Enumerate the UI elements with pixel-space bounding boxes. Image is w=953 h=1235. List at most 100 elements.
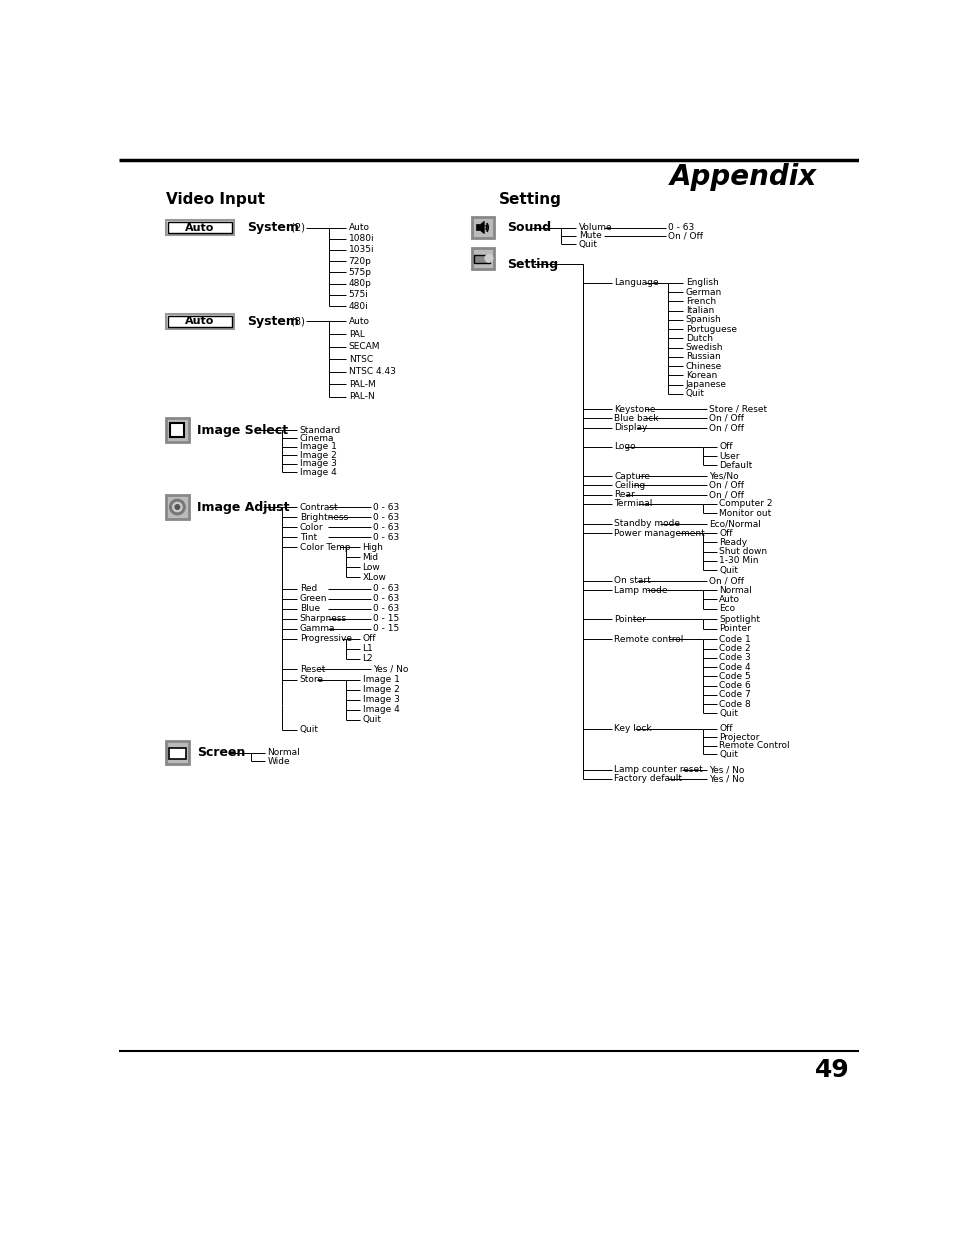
Text: 720p: 720p	[348, 257, 371, 266]
Text: Capture: Capture	[614, 472, 650, 480]
Text: (2): (2)	[288, 222, 305, 232]
FancyBboxPatch shape	[166, 495, 189, 519]
Text: Italian: Italian	[685, 306, 713, 315]
Text: On / Off: On / Off	[708, 414, 743, 422]
Text: Russian: Russian	[685, 352, 720, 362]
Circle shape	[484, 254, 493, 262]
Text: Cinema: Cinema	[299, 433, 334, 443]
Text: 49: 49	[814, 1058, 849, 1082]
Text: Auto: Auto	[719, 595, 740, 604]
Text: PAL: PAL	[348, 330, 364, 338]
Text: Blue back: Blue back	[614, 414, 659, 422]
Text: Mid: Mid	[362, 552, 378, 562]
Text: Quit: Quit	[719, 566, 738, 574]
Text: Mute: Mute	[578, 231, 601, 241]
Text: NTSC: NTSC	[348, 354, 373, 363]
Text: Code 5: Code 5	[719, 672, 750, 680]
Text: High: High	[362, 542, 383, 552]
Text: French: French	[685, 296, 715, 306]
Circle shape	[174, 505, 179, 509]
Text: Shut down: Shut down	[719, 547, 766, 556]
Text: Monitor out: Monitor out	[719, 509, 771, 517]
Polygon shape	[476, 221, 484, 233]
Text: 0 - 63: 0 - 63	[373, 513, 399, 521]
Text: Spanish: Spanish	[685, 315, 720, 325]
Text: Code 1: Code 1	[719, 635, 750, 643]
Text: Yes / No: Yes / No	[708, 774, 743, 783]
Text: Image 1: Image 1	[299, 442, 336, 452]
Text: L1: L1	[362, 645, 373, 653]
Text: Image 2: Image 2	[362, 685, 399, 694]
Text: Quit: Quit	[685, 389, 704, 399]
Text: 1-30 Min: 1-30 Min	[719, 557, 758, 566]
Text: Auto: Auto	[348, 224, 369, 232]
Text: Code 7: Code 7	[719, 690, 750, 699]
Text: On / Off: On / Off	[667, 231, 702, 241]
Text: Quit: Quit	[362, 715, 381, 724]
Text: Factory default: Factory default	[614, 774, 681, 783]
Text: Keystone: Keystone	[614, 405, 656, 414]
Text: Code 8: Code 8	[719, 700, 750, 709]
Text: Image 4: Image 4	[362, 705, 399, 714]
Text: Color Temp: Color Temp	[299, 542, 350, 552]
Text: Image 3: Image 3	[299, 459, 336, 468]
Text: Japanese: Japanese	[685, 380, 726, 389]
Text: Display: Display	[614, 424, 647, 432]
Text: Code 6: Code 6	[719, 682, 750, 690]
Text: Terminal: Terminal	[614, 499, 652, 509]
Text: Auto: Auto	[185, 316, 214, 326]
Text: Ready: Ready	[719, 538, 746, 547]
Text: Off: Off	[719, 442, 732, 452]
FancyBboxPatch shape	[166, 419, 189, 442]
Text: 480i: 480i	[348, 301, 368, 310]
Text: Remote Control: Remote Control	[719, 741, 789, 750]
Text: Normal: Normal	[719, 585, 751, 595]
FancyBboxPatch shape	[472, 247, 493, 269]
Text: Yes/No: Yes/No	[708, 472, 738, 480]
Text: 575p: 575p	[348, 268, 372, 277]
Text: Image 1: Image 1	[362, 676, 399, 684]
Text: 0 - 63: 0 - 63	[373, 532, 399, 542]
Text: Wide: Wide	[267, 757, 290, 766]
Text: Quit: Quit	[719, 709, 738, 718]
Text: English: English	[685, 278, 718, 288]
Text: Swedish: Swedish	[685, 343, 722, 352]
Text: Green: Green	[299, 594, 327, 603]
Text: 1035i: 1035i	[348, 246, 374, 254]
Text: Lamp mode: Lamp mode	[614, 585, 667, 595]
Text: PAL-N: PAL-N	[348, 393, 374, 401]
Text: 0 - 63: 0 - 63	[373, 584, 399, 593]
FancyBboxPatch shape	[166, 314, 233, 330]
Text: Image 4: Image 4	[299, 468, 336, 477]
Text: Code 4: Code 4	[719, 663, 750, 672]
Text: Store: Store	[299, 676, 323, 684]
Circle shape	[172, 503, 182, 511]
Text: User: User	[719, 452, 739, 461]
Text: Image Select: Image Select	[196, 424, 288, 436]
Text: Quit: Quit	[719, 750, 738, 758]
Text: Store / Reset: Store / Reset	[708, 405, 766, 414]
Text: Off: Off	[719, 529, 732, 537]
Text: Computer 2: Computer 2	[719, 499, 772, 509]
Text: Auto: Auto	[348, 317, 369, 326]
Text: (3): (3)	[288, 316, 305, 326]
FancyBboxPatch shape	[168, 222, 232, 233]
Text: Korean: Korean	[685, 370, 717, 380]
Text: Portuguese: Portuguese	[685, 325, 736, 333]
Text: 575i: 575i	[348, 290, 368, 299]
Text: Lamp counter reset: Lamp counter reset	[614, 766, 702, 774]
Text: Blue: Blue	[299, 604, 319, 613]
Text: Progressive: Progressive	[299, 635, 352, 643]
Text: Volume: Volume	[578, 224, 612, 232]
Text: 480p: 480p	[348, 279, 371, 288]
Text: Setting: Setting	[498, 193, 561, 207]
Text: On / Off: On / Off	[708, 490, 743, 499]
Text: Eco/Normal: Eco/Normal	[708, 520, 760, 529]
Text: Yes / No: Yes / No	[708, 766, 743, 774]
Text: On / Off: On / Off	[708, 480, 743, 490]
Text: Reset: Reset	[299, 664, 325, 674]
Text: Chinese: Chinese	[685, 362, 721, 370]
Text: Color: Color	[299, 522, 323, 531]
Text: Setting: Setting	[506, 258, 558, 270]
FancyBboxPatch shape	[474, 256, 489, 263]
